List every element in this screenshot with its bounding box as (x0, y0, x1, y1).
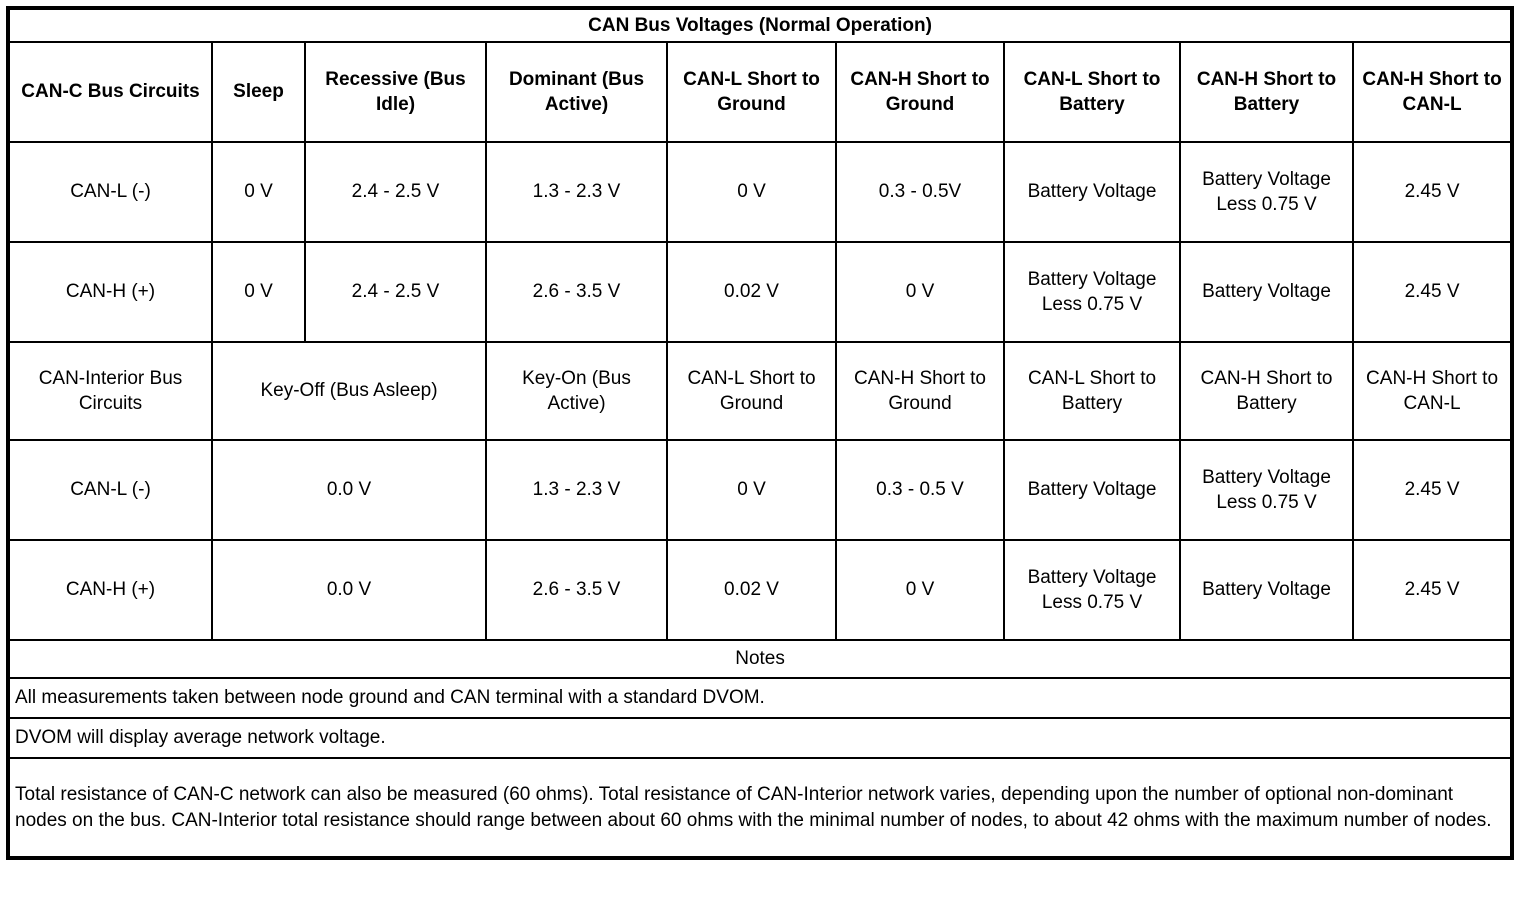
row-label: CAN-H (+) (7, 539, 213, 641)
cell: Battery Voltage (1003, 141, 1181, 243)
cell: 2.45 V (1351, 539, 1514, 641)
col-header-can-c-bus-circuits: CAN-C Bus Circuits (7, 41, 213, 143)
cell: 1.3 - 2.3 V (485, 141, 668, 243)
note-row-measurements: All measurements taken between node grou… (6, 677, 1514, 719)
col-header-can-l-short-battery: CAN-L Short to Battery (1003, 41, 1181, 143)
col-header-can-h-short-can-l: CAN-H Short to CAN-L (1351, 41, 1514, 143)
cell: 0 V (211, 241, 306, 343)
title-row: CAN Bus Voltages (Normal Operation) (6, 7, 1514, 43)
cell: 0.0 V (211, 539, 487, 641)
row-label-can-interior: CAN-Interior Bus Circuits (7, 341, 213, 441)
col-header-can-l-short-ground: CAN-L Short to Ground (666, 41, 837, 143)
cell: 2.45 V (1351, 141, 1514, 243)
cell: Battery Voltage (1179, 539, 1354, 641)
cell-key-off: Key-Off (Bus Asleep) (211, 341, 487, 441)
cell: 0 V (835, 539, 1005, 641)
note-text: Total resistance of CAN-C network can al… (6, 757, 1514, 859)
cell: 0.3 - 0.5V (835, 141, 1005, 243)
note-row-resistance: Total resistance of CAN-C network can al… (6, 757, 1514, 859)
cell: Battery Voltage Less 0.75 V (1179, 141, 1354, 243)
cell: 0 V (666, 141, 837, 243)
col-header-recessive: Recessive (Bus Idle) (304, 41, 487, 143)
row-label: CAN-L (-) (7, 439, 213, 541)
col-header-can-h-short-battery: CAN-H Short to Battery (1179, 41, 1354, 143)
cell: 2.45 V (1351, 439, 1514, 541)
cell: Battery Voltage Less 0.75 V (1003, 539, 1181, 641)
table-row-can-c-can-h: CAN-H (+) 0 V 2.4 - 2.5 V 2.6 - 3.5 V 0.… (7, 241, 1514, 343)
notes-heading: Notes (6, 639, 1514, 679)
table-row-interior-can-l: CAN-L (-) 0.0 V 1.3 - 2.3 V 0 V 0.3 - 0.… (7, 439, 1514, 541)
table-row-interior-can-h: CAN-H (+) 0.0 V 2.6 - 3.5 V 0.02 V 0 V B… (7, 539, 1514, 641)
cell: 0.3 - 0.5 V (835, 439, 1005, 541)
cell: CAN-H Short to Ground (835, 341, 1005, 441)
cell: Battery Voltage Less 0.75 V (1003, 241, 1181, 343)
table-title: CAN Bus Voltages (Normal Operation) (6, 7, 1514, 43)
row-label: CAN-L (-) (7, 141, 213, 243)
cell-key-on: Key-On (Bus Active) (485, 341, 668, 441)
cell: CAN-L Short to Battery (1003, 341, 1181, 441)
cell: 0 V (666, 439, 837, 541)
cell: 2.6 - 3.5 V (485, 539, 668, 641)
cell: 0.02 V (666, 241, 837, 343)
col-header-sleep: Sleep (211, 41, 306, 143)
cell: 0.0 V (211, 439, 487, 541)
row-label: CAN-H (+) (7, 241, 213, 343)
cell: CAN-L Short to Ground (666, 341, 837, 441)
cell: 2.4 - 2.5 V (304, 141, 487, 243)
cell: 2.6 - 3.5 V (485, 241, 668, 343)
col-header-can-h-short-ground: CAN-H Short to Ground (835, 41, 1005, 143)
cell: 2.45 V (1351, 241, 1514, 343)
cell: 1.3 - 2.3 V (485, 439, 668, 541)
note-row-dvom: DVOM will display average network voltag… (6, 717, 1514, 759)
note-text: DVOM will display average network voltag… (6, 717, 1514, 759)
can-c-header-row: CAN-C Bus Circuits Sleep Recessive (Bus … (7, 41, 1514, 143)
table-row-can-c-can-l: CAN-L (-) 0 V 2.4 - 2.5 V 1.3 - 2.3 V 0 … (7, 141, 1514, 243)
cell: 0 V (835, 241, 1005, 343)
col-header-dominant: Dominant (Bus Active) (485, 41, 668, 143)
note-text: All measurements taken between node grou… (6, 677, 1514, 719)
can-bus-voltages-table: CAN Bus Voltages (Normal Operation) CAN-… (6, 6, 1515, 860)
cell: 0.02 V (666, 539, 837, 641)
cell: Battery Voltage (1179, 241, 1354, 343)
cell: 0 V (211, 141, 306, 243)
notes-heading-row: Notes (6, 639, 1514, 679)
can-interior-header-row: CAN-Interior Bus Circuits Key-Off (Bus A… (7, 341, 1514, 441)
cell: CAN-H Short to Battery (1179, 341, 1354, 441)
cell: Battery Voltage (1003, 439, 1181, 541)
cell: 2.4 - 2.5 V (304, 241, 487, 343)
cell: Battery Voltage Less 0.75 V (1179, 439, 1354, 541)
cell: CAN-H Short to CAN-L (1351, 341, 1514, 441)
